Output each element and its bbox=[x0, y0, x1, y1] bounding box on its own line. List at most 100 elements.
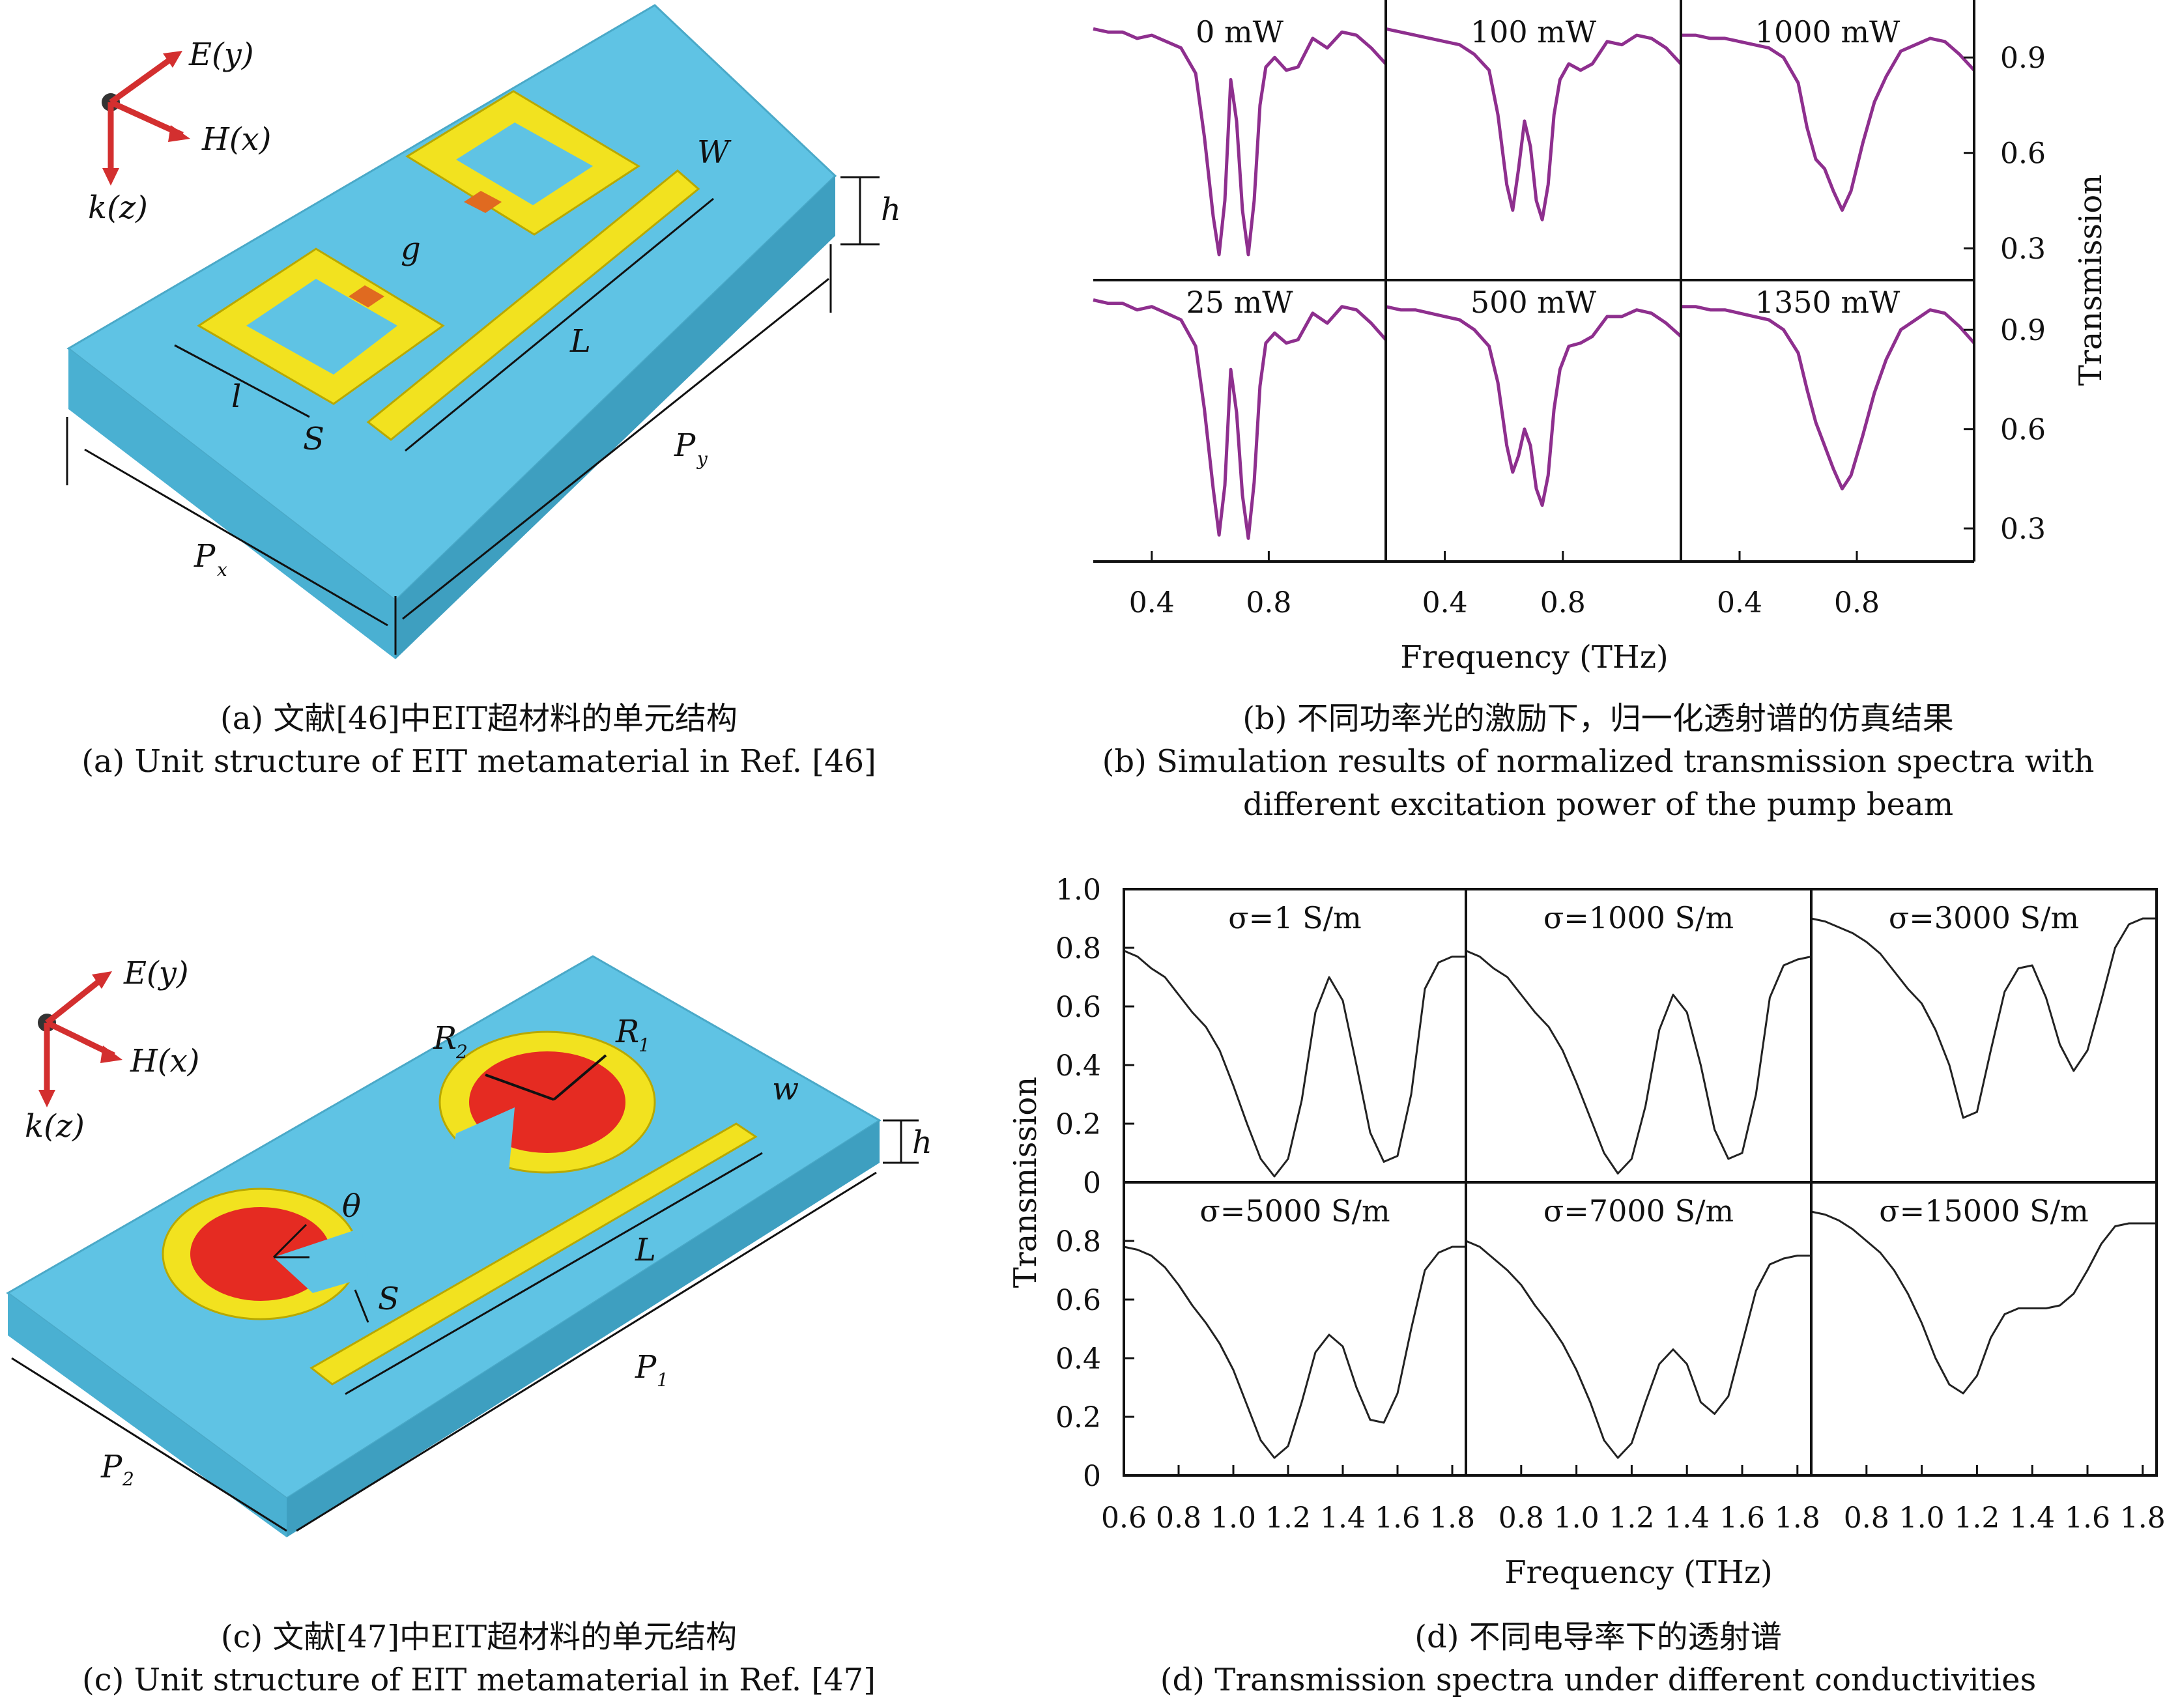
caption-b-en-2: different excitation power of the pump b… bbox=[1242, 786, 1954, 823]
ytick-label-d-1-3: 0.6 bbox=[1055, 1284, 1101, 1317]
ytick-label-b-0-0: 0.3 bbox=[2000, 233, 2046, 266]
xtick-label-d-1-0: 0.8 bbox=[1499, 1502, 1544, 1535]
series-line-b-1 bbox=[1093, 298, 1387, 540]
caption-a: (a) 文献[46]中EIT超材料的单元结构 (a) Unit structur… bbox=[0, 697, 958, 783]
chart-b: 0 mW 25 mW 100 mW 500 mW 1000 mW 1350 mW 0.3 0.… bbox=[1093, 0, 2109, 676]
xtick-label-b-0-1: 0.8 bbox=[1246, 586, 1291, 619]
xtick-label-b-1-1: 0.8 bbox=[1540, 586, 1586, 619]
srr-a-left-gap bbox=[349, 285, 384, 307]
srr-a-right-gap bbox=[464, 191, 502, 213]
caption-a-cn: (a) 文献[46]中EIT超材料的单元结构 bbox=[220, 700, 738, 737]
series-line-b-0 bbox=[1093, 27, 1387, 257]
wire-a bbox=[366, 169, 700, 441]
series-line-d-0 bbox=[1123, 950, 1466, 1178]
panel-label-d-1: σ=1000 S/m bbox=[1543, 900, 1734, 935]
srr-a-right-inner bbox=[456, 122, 593, 205]
caption-d-en: (d) Transmission spectra under different… bbox=[1160, 1662, 2037, 1698]
ytick-label-d-1-2: 0.4 bbox=[1055, 1343, 1101, 1376]
series-line-b-2 bbox=[1385, 27, 1682, 221]
ytick-label-d-1-0: 0 bbox=[1083, 1460, 1101, 1493]
label-S-c: S bbox=[378, 1281, 399, 1317]
dim-px-a bbox=[84, 448, 388, 627]
panel-a-diagram: E(y) H(x) k(z) W h g L l S P y P x bbox=[66, 4, 901, 659]
label-w-c: w bbox=[772, 1071, 799, 1107]
k-arrow-c bbox=[38, 1090, 55, 1107]
caption-b-cn: (b) 不同功率光的激励下，归一化透射谱的仿真结果 bbox=[1242, 700, 1954, 737]
dim-S-c bbox=[354, 1289, 369, 1323]
label-k-c: k(z) bbox=[25, 1108, 85, 1145]
series-line-d-2 bbox=[1811, 917, 2157, 1119]
srr-a-left-inner bbox=[246, 279, 397, 375]
xtick-label-d-2-4: 1.6 bbox=[2065, 1502, 2110, 1535]
panel-c-diagram: E(y) H(x) k(z) R 2 R 1 w h θ S L P 1 P 2 bbox=[6, 955, 932, 1537]
ring-c-lower-gap bbox=[274, 1228, 368, 1293]
xtick-label-b-1-0: 0.4 bbox=[1422, 586, 1468, 619]
caption-d-cn: (d) 不同电导率下的透射谱 bbox=[1414, 1619, 1782, 1655]
xtick-label-b-2-1: 0.8 bbox=[1834, 586, 1880, 619]
theta-line-1 bbox=[272, 1223, 308, 1259]
ytick-label-d-1-1: 0.2 bbox=[1055, 1401, 1101, 1434]
ytick-label-d-1-4: 0.8 bbox=[1055, 1225, 1101, 1259]
panel-label-b-5: 1350 mW bbox=[1755, 285, 1900, 320]
label-g-a: g bbox=[401, 231, 421, 267]
ytick-label-d-0-1: 0.2 bbox=[1055, 1108, 1101, 1141]
xtick-label-b-2-0: 0.4 bbox=[1717, 586, 1762, 619]
label-S-a: S bbox=[303, 421, 324, 457]
caption-a-en: (a) Unit structure of EIT metamaterial i… bbox=[81, 743, 876, 780]
panel-label-b-4: 1000 mW bbox=[1755, 14, 1900, 50]
r2-line bbox=[485, 1074, 554, 1101]
label-Px-sub-a: x bbox=[217, 559, 227, 580]
series-line-d-5 bbox=[1811, 1210, 2157, 1395]
dim-py-a bbox=[402, 278, 829, 620]
panel-label-b-2: 100 mW bbox=[1470, 14, 1597, 50]
label-Py-a: P bbox=[674, 427, 696, 464]
xtick-label-d-2-0: 0.8 bbox=[1844, 1502, 1889, 1535]
ytick-label-d-0-2: 0.4 bbox=[1055, 1049, 1101, 1083]
label-l-a: l bbox=[231, 378, 241, 415]
ytick-label-b-0-2: 0.9 bbox=[2000, 42, 2046, 75]
ytick-label-b-0-1: 0.6 bbox=[2000, 137, 2046, 171]
caption-b: (b) 不同功率光的激励下，归一化透射谱的仿真结果 (b) Simulation… bbox=[1016, 697, 2180, 826]
caption-b-en-1: (b) Simulation results of normalized tra… bbox=[1102, 743, 2095, 780]
dim-l-a bbox=[174, 344, 310, 418]
panel-label-d-4: σ=7000 S/m bbox=[1543, 1193, 1734, 1229]
caption-d: (d) 不同电导率下的透射谱 (d) Transmission spectra … bbox=[1016, 1615, 2180, 1701]
e-axis-c bbox=[45, 975, 106, 1025]
dim-L-c bbox=[345, 1152, 763, 1395]
label-W-a: W bbox=[697, 134, 732, 171]
label-Py-sub-a: y bbox=[696, 448, 708, 470]
xtick-label-d-0-5: 1.6 bbox=[1375, 1502, 1420, 1535]
label-e-c: E(y) bbox=[123, 955, 189, 991]
series-line-b-4 bbox=[1681, 33, 1975, 212]
caption-c-cn: (c) 文献[47]中EIT超材料的单元结构 bbox=[220, 1619, 738, 1655]
ylabel-b: Transmission bbox=[2072, 175, 2109, 386]
label-P2-c: P bbox=[100, 1449, 122, 1485]
r1-line bbox=[552, 1054, 607, 1101]
xtick-label-d-2-2: 1.2 bbox=[1954, 1502, 2000, 1535]
label-P1-c: P bbox=[635, 1349, 657, 1386]
label-P1-sub-c: 1 bbox=[657, 1369, 668, 1391]
series-line-d-1 bbox=[1465, 950, 1812, 1174]
dim-P1-c bbox=[296, 1171, 877, 1532]
series-line-d-4 bbox=[1465, 1240, 1811, 1459]
xtick-label-d-2-5: 1.8 bbox=[2120, 1502, 2166, 1535]
xlabel-d: Frequency (THz) bbox=[1504, 1554, 1773, 1591]
e-axis-a bbox=[109, 53, 178, 105]
label-h-c: H(x) bbox=[130, 1043, 199, 1079]
xtick-label-d-2-1: 1.0 bbox=[1899, 1502, 1945, 1535]
xtick-label-b-0-0: 0.4 bbox=[1129, 586, 1175, 619]
label-R1-sub-c: 1 bbox=[638, 1034, 650, 1056]
dim-P2-c bbox=[11, 1357, 287, 1532]
label-R2-c: R bbox=[433, 1020, 457, 1057]
xtick-label-d-0-2: 1.0 bbox=[1211, 1502, 1256, 1535]
ytick-label-b-1-1: 0.6 bbox=[2000, 414, 2046, 447]
k-arrow-a bbox=[102, 168, 119, 186]
label-h-c-dim: h bbox=[912, 1124, 932, 1161]
panel-label-d-3: σ=5000 S/m bbox=[1199, 1193, 1390, 1229]
xtick-label-d-0-6: 1.8 bbox=[1429, 1502, 1475, 1535]
xtick-label-d-0-0: 0.6 bbox=[1101, 1502, 1147, 1535]
label-h-a: h bbox=[881, 192, 901, 228]
panel-label-d-2: σ=3000 S/m bbox=[1889, 900, 2079, 935]
ytick-label-d-0-5: 1.0 bbox=[1055, 874, 1101, 907]
label-k-a: k(z) bbox=[88, 190, 148, 226]
